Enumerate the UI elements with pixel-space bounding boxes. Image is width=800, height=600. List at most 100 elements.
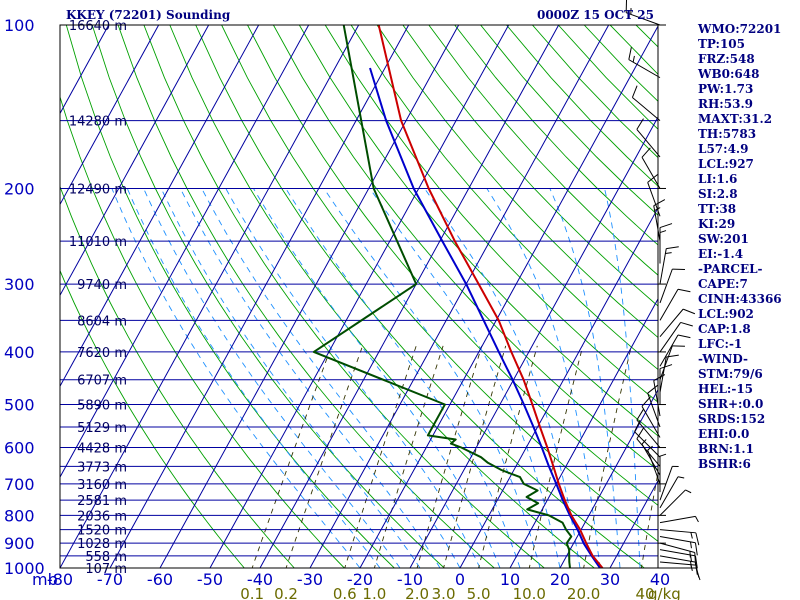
index-24: HEL:-15 [698,382,754,396]
wind-barb-staff [659,555,696,563]
height-label: 16640 m [69,19,127,34]
wind-barb-staff [659,529,696,534]
mixing-ratio-label: 40 [635,585,654,600]
wind-barb [659,489,692,516]
pressure-label: 300 [4,275,35,294]
isotherm [309,25,610,568]
wind-barb-staff [641,157,661,189]
temperature-tick-label: -70 [97,570,123,589]
index-22: -WIND- [698,352,748,366]
wind-barb-flag [680,321,693,327]
dry-adiabat [117,25,495,568]
height-label: 558 m [85,550,127,565]
dry-adiabat [195,25,646,568]
index-3: WB0:648 [698,67,760,81]
wind-barb-staff [659,476,679,509]
wind-barb-staff [659,289,679,321]
mixing-ratio-label: 0.2 [274,585,298,600]
parcel-line [369,67,601,568]
wind-barb-flag [636,118,644,130]
wind-barb [641,396,661,438]
wind-barb [659,334,691,367]
wind-barb-staff [659,489,686,516]
index-2: FRZ:548 [698,52,755,66]
wind-barb-staff [636,438,661,467]
index-0: WMO:72201 [698,22,782,36]
wind-barb [659,515,699,524]
mixing-ratio-line [251,345,332,568]
height-label: 11010 m [69,235,127,250]
moist-adiabat [285,188,521,568]
wind-barb-staff [647,393,661,428]
wind-barb-staff [653,380,661,417]
wind-barb-staff [628,59,661,79]
isotherm [60,25,160,206]
dry-adiabat [376,25,658,339]
isotherm [359,25,658,568]
moist-adiabat [111,188,361,568]
wind-barb [659,321,693,353]
index-5: RH:53.9 [698,97,753,111]
height-labels: 16640 m 14280 m 12490 m 11010 m 9740 m 8604 m… [69,19,127,577]
wind-barb-flag [634,420,641,432]
moist-adiabat [604,188,641,568]
moist-adiabat [323,188,541,568]
wind-barb-flag [694,555,698,569]
mixing-ratio-line [583,345,632,568]
dry-adiabat [247,25,658,506]
index-21: LFC:-1 [698,337,743,351]
index-28: BRN:1.1 [698,442,754,456]
wind-barb-flag [695,532,700,546]
wind-barb [636,427,661,467]
height-label: 9740 m [77,278,127,293]
wind-barb-staff [659,322,682,353]
pressure-label: 700 [4,475,35,494]
temperature-line [377,25,604,568]
wind-barb-flag [647,174,658,183]
wind-barb [659,364,673,405]
wind-barb-flag [659,364,673,370]
index-7: TH:5783 [698,127,757,141]
wind-barb-flag [694,542,698,556]
mixing-ratio-line [640,469,658,568]
isotherm [60,25,210,297]
mixing-ratio-line [416,345,483,568]
dry-adiabat [60,185,295,568]
index-18: CINH:43366 [698,292,782,306]
isotherm [60,25,310,479]
wind-barb [636,118,661,158]
index-26: SRDS:152 [698,412,766,426]
wind-barb-staff [641,443,661,476]
wind-barb [625,0,661,26]
wind-barb [659,223,673,264]
wind-barb [659,268,685,304]
pressure-label: 100 [4,16,35,35]
index-15: EI:-1.4 [698,247,744,261]
pressure-label: 500 [4,396,35,415]
wind-barb-staff [659,308,684,338]
index-27: EHI:0.0 [698,427,750,441]
wind-barb-staff [659,248,667,285]
isotherm [60,25,360,568]
mixing-ratio-line [344,345,417,568]
wind-barb-flag [641,396,651,407]
wind-barb-staff [636,419,661,448]
mixing-ratio-label: 0.6 [333,585,357,600]
wind-barb [647,384,661,428]
mixing-ratio-label: 20.0 [567,585,600,600]
wind-barb-staff [659,536,696,544]
wind-barb-half-flag [632,55,635,63]
dry-adiabat [324,25,658,403]
height-label: 12490 m [69,182,127,197]
wind-barb-flag [677,334,691,339]
stability-indices-panel: WMO:72201 TP:105 FRZ:548 WB0:648 PW:1.73 RH:5… [698,22,798,472]
wind-barb-staff [653,205,661,242]
isotherm [409,116,658,568]
wind-barb [647,174,661,217]
wind-barb-staff [659,345,673,380]
index-17: CAPE:7 [698,277,748,291]
temperature-tick-label: -30 [297,570,323,589]
temperature-tick-label: -10 [397,570,423,589]
isotherm [259,25,560,568]
pressure-label: 200 [4,179,35,198]
